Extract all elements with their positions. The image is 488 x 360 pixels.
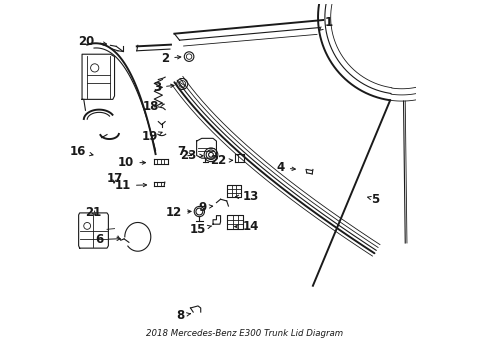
Text: 3: 3 bbox=[153, 81, 174, 94]
Text: 8: 8 bbox=[176, 309, 190, 322]
Text: 7: 7 bbox=[177, 145, 191, 158]
Text: 23: 23 bbox=[179, 149, 203, 162]
Text: 22: 22 bbox=[210, 154, 232, 167]
Text: 4: 4 bbox=[276, 161, 295, 174]
Text: 13: 13 bbox=[235, 190, 259, 203]
Text: 16: 16 bbox=[70, 145, 93, 158]
Text: 14: 14 bbox=[234, 220, 259, 233]
Text: 18: 18 bbox=[142, 100, 164, 113]
Text: 10: 10 bbox=[118, 156, 145, 169]
Text: 1: 1 bbox=[319, 16, 332, 30]
Text: 9: 9 bbox=[198, 201, 212, 213]
Text: 6: 6 bbox=[95, 233, 120, 246]
Text: 12: 12 bbox=[165, 206, 191, 219]
Text: 21: 21 bbox=[85, 206, 101, 219]
Text: 11: 11 bbox=[115, 179, 146, 192]
Text: 2018 Mercedes-Benz E300 Trunk Lid Diagram: 2018 Mercedes-Benz E300 Trunk Lid Diagra… bbox=[145, 329, 343, 338]
Text: 19: 19 bbox=[142, 130, 162, 144]
Text: 2: 2 bbox=[161, 52, 181, 65]
Text: 17: 17 bbox=[106, 172, 122, 185]
Text: 20: 20 bbox=[78, 35, 106, 48]
Text: 15: 15 bbox=[189, 223, 211, 236]
Text: 5: 5 bbox=[367, 193, 379, 206]
